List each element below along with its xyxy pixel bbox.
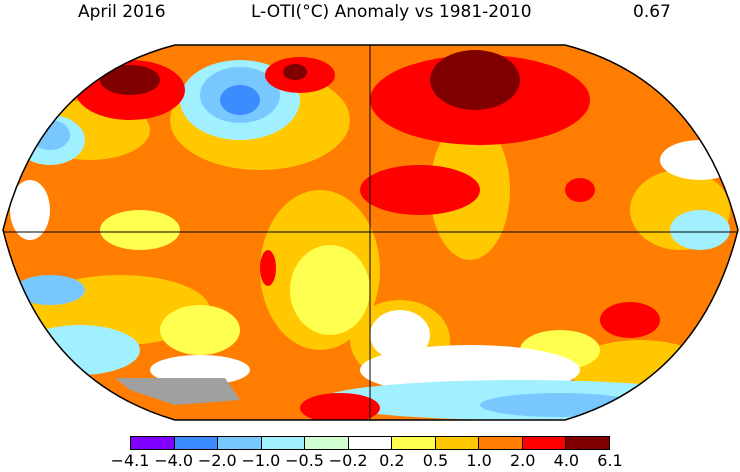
slight-warm-regions (100, 210, 600, 370)
tick-label: 4.0 (553, 451, 580, 470)
tick-label: 6.1 (597, 451, 623, 470)
tick-label: 1.0 (466, 451, 492, 470)
tick-label: −2.0 (197, 451, 237, 470)
tick-label: −1.0 (241, 451, 281, 470)
tick-label: 0.2 (379, 451, 405, 470)
color-bin-6 (392, 437, 436, 449)
color-bar (130, 436, 610, 450)
color-bin-2 (218, 437, 262, 449)
tick-label: 2.0 (509, 451, 536, 470)
color-bin-3 (261, 437, 306, 449)
tick-label: 0.5 (422, 451, 449, 470)
color-bar-ticks: −4.1 −4.0 −2.0 −1.0 −0.5 −0.2 0.2 0.5 1.0 2.0 4.0 6… (0, 451, 740, 471)
color-bin-0 (131, 437, 175, 449)
color-bin-8 (479, 437, 523, 449)
global-mean-value: 0.67 (633, 2, 671, 22)
map-border (2, 44, 739, 421)
tick-label: −4.0 (154, 451, 194, 470)
tick-label: −0.2 (328, 451, 368, 470)
tick-label: −0.5 (285, 451, 324, 470)
anomaly-map (2, 44, 739, 421)
color-bin-7 (435, 437, 480, 449)
map-title: L-OTI(°C) Anomaly vs 1981-2010 (251, 2, 532, 22)
tick-label: −4.1 (110, 451, 150, 470)
color-bin-10 (566, 437, 610, 449)
strong-cool-regions (220, 85, 260, 115)
color-bin-4 (305, 437, 349, 449)
missing-data-region (115, 378, 240, 405)
color-bin-5 (348, 437, 393, 449)
color-bin-1 (174, 437, 219, 449)
color-bin-9 (522, 437, 567, 449)
date-label: April 2016 (78, 2, 166, 22)
extreme-warm-regions (100, 50, 520, 110)
